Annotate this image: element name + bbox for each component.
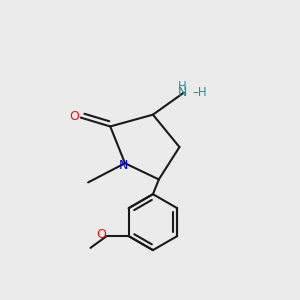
Text: N: N [178,86,187,99]
Text: N: N [119,159,128,172]
Text: O: O [96,228,106,241]
Text: O: O [69,110,79,123]
Text: H: H [178,80,187,93]
Text: –H: –H [192,86,207,99]
